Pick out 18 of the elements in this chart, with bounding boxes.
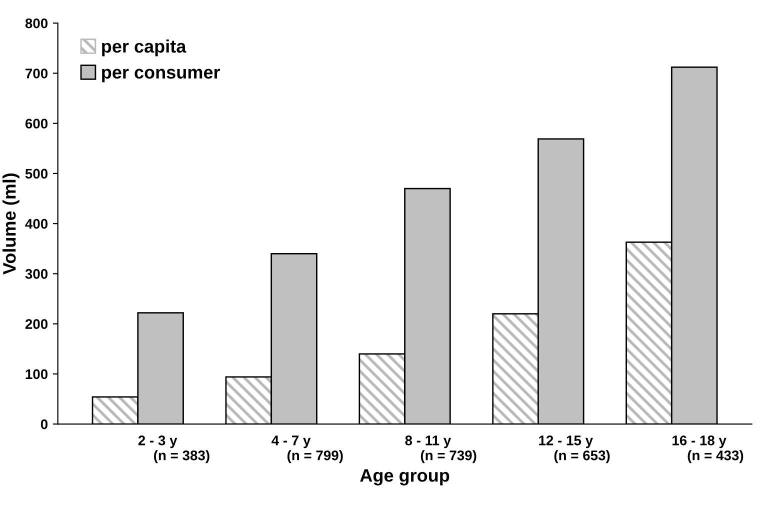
x-tick-label: 2 - 3 y (n = 383)	[138, 436, 210, 464]
y-tick-label: 700	[26, 68, 48, 78]
x-tick-label: 8 - 11 y (n = 739)	[405, 436, 476, 464]
y-tick-label: 500	[25, 168, 48, 179]
y-tick-label: 0	[40, 419, 48, 430]
x-tick-label: 12 - 15 y (n = 653)	[539, 436, 610, 464]
y-tick-label: 100	[26, 369, 48, 380]
y-tick-label: 200	[25, 319, 48, 329]
y-tick-label: 400	[25, 218, 48, 229]
legend-label: per consumer	[102, 68, 220, 82]
y-tick-label: 800	[25, 18, 48, 28]
y-axis-title: Volume (ml)	[2, 173, 20, 274]
x-tick-label: 16 - 18 y (n = 433)	[672, 436, 744, 464]
x-axis-title: Age group	[360, 469, 450, 486]
x-tick-label: 4 - 7 y (n = 799)	[272, 436, 343, 464]
y-tick-label: 300	[25, 269, 48, 279]
y-tick-label: 600	[25, 118, 48, 129]
legend-label: per capita	[102, 39, 186, 56]
